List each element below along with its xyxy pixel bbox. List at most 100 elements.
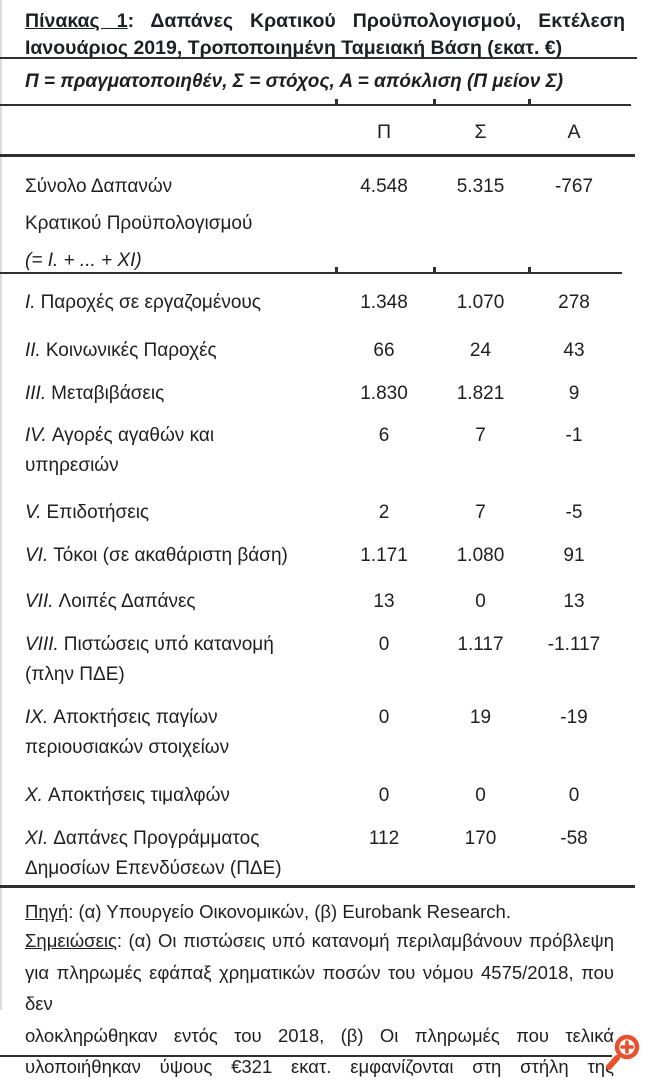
cell-a: 43 [563,340,585,361]
cell-a: 278 [558,292,590,313]
cell-p: 66 [373,340,395,361]
cell-p: 0 [378,634,390,655]
table-title-line2: Ιανουάριος 2019, Τροποποιημένη Ταμειακή … [25,37,563,59]
table-row: III. Μεταβιβάσεις 1.830 1.821 9 [25,379,620,409]
note-line-4: υλοποιήθηκαν ύψους €321 εκατ. εμφανίζοντ… [25,1056,614,1077]
cell-p: 6 [378,425,390,446]
cell-s: 1.821 [456,383,505,404]
table-row: VII. Λοιπές Δαπάνες 13 0 13 [25,587,620,617]
row-label: XI. Δαπάνες Προγράμματος Δημοσίων Επενδύσ… [25,824,335,884]
rule-under-total [0,272,622,274]
cell-a: -58 [560,828,588,849]
cell-s: 7 [475,425,486,446]
row-label: III. Μεταβιβάσεις [25,379,335,409]
cell-s: 1.080 [456,545,505,566]
cell-a: -1.117 [547,634,601,655]
row-numeral: IX. [25,707,49,728]
row-label-text: Τόκοι (σε ακαθάριστη βάση) [53,545,288,566]
column-tick [335,99,338,104]
row-numeral: VIII. [25,634,59,655]
row-label: I. Παροχές σε εργαζομένους [25,288,335,318]
rule-under-title [0,57,637,59]
note-line-3: ολοκληρώθηκαν εντός του 2018, (β) Οι πλη… [25,1024,614,1046]
cell-a: -19 [560,707,588,728]
row-numeral: IV. [25,425,47,446]
cell-a: 13 [563,591,585,612]
row-label-text: Αγορές αγαθών και υπηρεσιών [25,425,215,476]
rule-above-source [0,885,635,888]
column-tick [433,267,436,272]
cell-s: 24 [469,340,492,361]
cell-p: 1.348 [360,292,408,313]
cell-s: 170 [464,828,497,849]
row-label: VI. Τόκοι (σε ακαθάριστη βάση) [25,541,335,571]
cell-s: 1.070 [456,292,505,313]
note-line-1: Σημειώσεις: (α) Οι πιστώσεις υπό κατανομ… [25,925,614,957]
cell-a: 91 [563,545,585,566]
table-row: V. Επιδοτήσεις 2 7 -5 [25,498,620,528]
row-label: II. Κοινωνικές Παροχές [25,336,335,366]
total-formula: (= I. + ... + XI) [25,250,142,271]
row-numeral: V. [25,502,42,523]
row-label-text: Αποκτήσεις τιμαλφών [47,785,230,806]
table-title: Πίνακας 1: Δαπάνες Κρατικού Προϋπολογισμ… [25,8,625,62]
notes-prefix: Σημειώσεις [25,930,117,951]
table-row: X. Αποκτήσεις τιμαλφών 0 0 0 [25,781,620,811]
row-label-text: Λοιπές Δαπάνες [58,591,196,612]
cell-a: -1 [565,425,583,446]
cell-p: 4.548 [360,176,408,197]
column-tick [433,99,436,104]
cell-p: 13 [373,591,395,612]
notes-paragraph: Σημειώσεις: (α) Οι πιστώσεις υπό κατανομ… [25,925,614,1080]
note-line-1-text: : (α) Οι πιστώσεις υπό κατανομή περιλαμβ… [116,930,614,951]
source-prefix: Πηγή [25,901,69,922]
column-tick [528,99,531,104]
row-numeral: X. [25,785,43,806]
cell-s: 0 [475,785,486,806]
table-row: I. Παροχές σε εργαζομένους 1.348 1.070 27… [25,288,620,318]
column-header-a: Α [567,121,581,143]
row-numeral: III. [25,383,47,404]
cell-s: 0 [475,591,486,612]
note-line-2: για πληρωμές εφάπαξ χρηματικών ποσών του… [25,961,614,1015]
rule-under-header [0,154,635,157]
image-left-edge [0,0,2,1010]
row-label-text: Επιδοτήσεις [46,502,150,523]
column-tick [528,267,531,272]
cell-s: 1.117 [457,634,504,655]
table-row: VI. Τόκοι (σε ακαθάριστη βάση) 1.171 1.08… [25,541,620,571]
row-label-text: Πιστώσεις υπό κατανομή (πλην ΠΔΕ) [25,634,274,685]
legend-line: Π = πραγματοποιηθέν, Σ = στόχος, Α = από… [25,71,564,92]
row-label-text: Παροχές σε εργαζομένους [40,292,261,313]
column-header-p: Π [376,121,392,143]
cell-p: 1.830 [360,383,408,404]
table-row: II. Κοινωνικές Παροχές 66 24 43 [25,336,620,366]
table-row: IX. Αποκτήσεις παγίων περιουσιακών στοιχε… [25,703,620,763]
row-label: X. Αποκτήσεις τιμαλφών [25,781,335,811]
cell-p: 112 [368,828,400,849]
row-label: V. Επιδοτήσεις [25,498,335,528]
row-label-text: Δαπάνες Προγράμματος Δημοσίων Επενδύσεων… [25,828,282,879]
source-text: : (α) Υπουργείο Οικονομικών, (β) Euroban… [68,901,511,922]
cell-p: 0 [378,707,390,728]
row-numeral: VI. [25,545,49,566]
cell-s: 7 [475,502,486,523]
total-label: Σύνολο Δαπανών Κρατικού Προϋπολογισμού [25,176,253,234]
column-header-row: Π Σ Α [25,117,620,147]
cell-a: -767 [554,176,594,197]
zoom-in-button[interactable] [605,1033,642,1070]
rule-under-legend [0,104,631,106]
zoom-in-icon [606,1034,640,1070]
row-label: VIII. Πιστώσεις υπό κατανομή (πλην ΠΔΕ) [25,630,335,690]
cell-a: -5 [565,502,583,523]
column-tick [335,267,338,272]
cell-s: 19 [469,707,492,728]
source-line: Πηγή: (α) Υπουργείο Οικονομικών, (β) Eur… [25,897,615,927]
row-numeral: XI. [25,828,49,849]
cell-p: 2 [378,502,390,523]
row-label: IV. Αγορές αγαθών και υπηρεσιών [25,421,335,481]
table-row: IV. Αγορές αγαθών και υπηρεσιών 6 7 -1 [25,421,620,481]
rule-bottom [0,1055,612,1057]
row-label-text: Μεταβιβάσεις [51,383,165,404]
